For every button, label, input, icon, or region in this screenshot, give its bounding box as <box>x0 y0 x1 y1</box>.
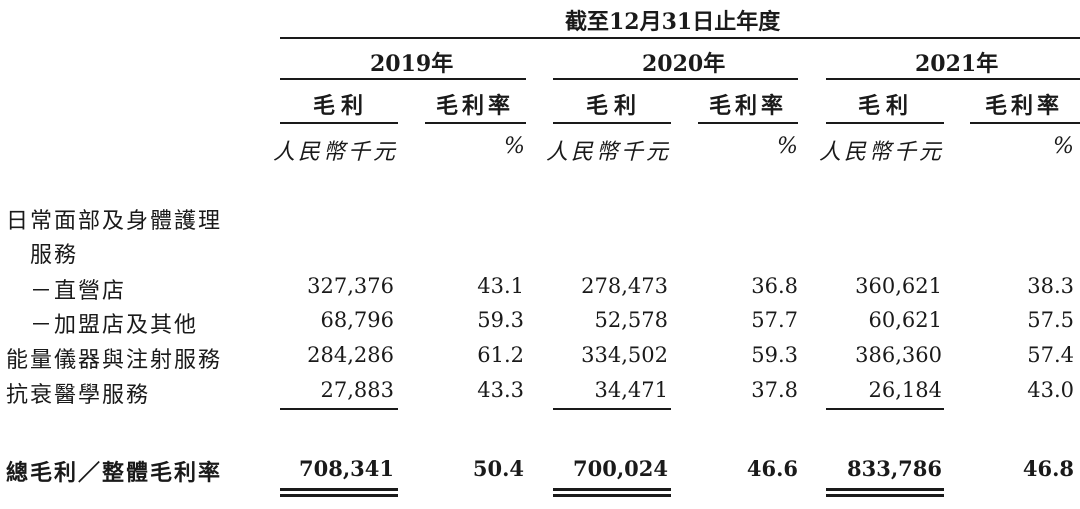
cell-franchise-margin-2020: 57.7 <box>751 308 798 332</box>
unit-pct-2020: % <box>777 134 798 159</box>
subtotal-rule-2 <box>553 408 671 410</box>
cell-direct-margin-2020: 36.8 <box>751 274 798 298</box>
subtotal-rule-3 <box>826 408 944 410</box>
col-gross-profit-2021: 毛利 <box>858 93 915 119</box>
cell-antiaging-gp-2020: 34,471 <box>594 378 668 402</box>
cell-franchise-gp-2019: 68,796 <box>320 308 394 332</box>
cell-franchise-margin-2021: 57.5 <box>1027 308 1074 332</box>
unit-rmb-2019: 人民幣千元 <box>273 140 399 165</box>
col-rule-1 <box>280 122 398 124</box>
total-double-rule-2019-a <box>280 488 398 491</box>
total-gp-2019: 708,341 <box>299 456 394 481</box>
col-rule-6 <box>970 122 1080 124</box>
col-margin-2019: 毛利率 <box>436 93 515 119</box>
row-label-services: 服務 <box>30 243 79 268</box>
total-gp-2021: 833,786 <box>847 456 942 481</box>
total-double-rule-2019-b <box>280 494 398 497</box>
total-margin-2021: 46.8 <box>1022 456 1074 481</box>
unit-pct-2021: % <box>1053 134 1074 159</box>
row-label-anti-aging: 抗衰醫學服務 <box>6 383 151 408</box>
row-label-facial-body-care: 日常面部及身體護理 <box>6 209 223 234</box>
col-rule-4 <box>698 122 798 124</box>
row-label-direct-stores: －直營店 <box>30 279 127 304</box>
cell-antiaging-margin-2021: 43.0 <box>1027 378 1074 402</box>
total-double-rule-2021-a <box>826 488 944 491</box>
cell-energy-gp-2020: 334,502 <box>581 343 668 367</box>
cell-direct-margin-2019: 43.1 <box>477 274 524 298</box>
unit-pct-2019: % <box>504 134 525 159</box>
cell-energy-margin-2021: 57.4 <box>1027 343 1074 367</box>
year-2019: 2019年 <box>370 51 454 77</box>
year-rule-2020 <box>553 78 798 80</box>
year-rule-2019 <box>280 78 526 80</box>
col-rule-2 <box>425 122 526 124</box>
year-2021: 2021年 <box>915 51 999 77</box>
col-gross-profit-2019: 毛利 <box>313 93 370 119</box>
period-title: 截至12月31日止年度 <box>565 9 781 35</box>
unit-rmb-2021: 人民幣千元 <box>819 140 945 165</box>
cell-energy-margin-2020: 59.3 <box>751 343 798 367</box>
total-margin-2019: 50.4 <box>472 456 524 481</box>
cell-antiaging-margin-2019: 43.3 <box>477 378 524 402</box>
period-rule <box>280 37 1080 39</box>
cell-energy-gp-2021: 386,360 <box>855 343 942 367</box>
col-margin-2021: 毛利率 <box>985 93 1064 119</box>
row-label-franchise-others: －加盟店及其他 <box>30 313 199 338</box>
total-double-rule-2020-b <box>553 494 671 497</box>
cell-direct-gp-2020: 278,473 <box>581 274 668 298</box>
total-margin-2020: 46.6 <box>746 456 798 481</box>
col-margin-2020: 毛利率 <box>709 93 788 119</box>
total-double-rule-2020-a <box>553 488 671 491</box>
cell-direct-margin-2021: 38.3 <box>1027 274 1074 298</box>
total-gp-2020: 700,024 <box>573 456 668 481</box>
col-rule-5 <box>826 122 944 124</box>
total-label: 總毛利／整體毛利率 <box>6 460 223 486</box>
cell-franchise-margin-2019: 59.3 <box>477 308 524 332</box>
cell-franchise-gp-2020: 52,578 <box>594 308 668 332</box>
cell-antiaging-gp-2021: 26,184 <box>868 378 942 402</box>
year-2020: 2020年 <box>642 51 726 77</box>
cell-energy-margin-2019: 61.2 <box>477 343 524 367</box>
col-gross-profit-2020: 毛利 <box>586 93 643 119</box>
row-label-energy-injection: 能量儀器與注射服務 <box>6 348 223 373</box>
cell-direct-gp-2021: 360,621 <box>855 274 942 298</box>
cell-antiaging-margin-2020: 37.8 <box>751 378 798 402</box>
cell-antiaging-gp-2019: 27,883 <box>320 378 394 402</box>
unit-rmb-2020: 人民幣千元 <box>546 140 672 165</box>
cell-direct-gp-2019: 327,376 <box>307 274 394 298</box>
subtotal-rule-1 <box>280 408 398 410</box>
cell-energy-gp-2019: 284,286 <box>307 343 394 367</box>
col-rule-3 <box>553 122 671 124</box>
total-double-rule-2021-b <box>826 494 944 497</box>
cell-franchise-gp-2021: 60,621 <box>868 308 942 332</box>
year-rule-2021 <box>826 78 1080 80</box>
